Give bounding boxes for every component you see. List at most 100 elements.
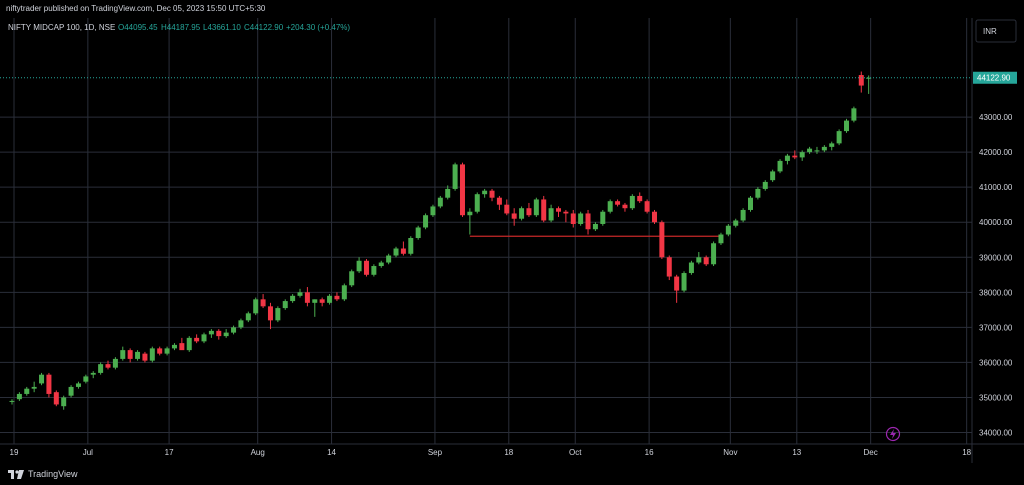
candle [844, 118, 850, 133]
tradingview-brand: TradingView [28, 469, 78, 479]
candle [851, 106, 857, 123]
currency-box-frame [975, 19, 1017, 43]
candle [748, 195, 753, 212]
candle [755, 187, 761, 200]
candle-body [821, 146, 827, 151]
candle-body [194, 337, 200, 342]
candle [858, 71, 864, 93]
candle-body [31, 386, 37, 389]
candle [430, 204, 436, 217]
candle-body [164, 348, 170, 354]
last-price-tag [973, 71, 1017, 84]
candle-body [260, 299, 266, 307]
candle-body [216, 330, 222, 337]
candle [666, 255, 672, 281]
candle [496, 195, 502, 210]
candle-body [489, 190, 495, 198]
candle-body [275, 308, 281, 321]
candle [260, 294, 266, 309]
candle-body [46, 374, 52, 394]
candle [408, 236, 414, 256]
candle-body [696, 257, 702, 263]
candle [814, 146, 820, 154]
x-tick-label: Nov [723, 448, 737, 457]
candle-body [526, 208, 532, 216]
candle-body [777, 160, 783, 172]
candle [526, 202, 532, 217]
candle [821, 145, 827, 153]
time-axis[interactable]: 19 Jul 17 Aug 14 Sep 18 Oct 16 Nov 13 Dec 18 [0, 443, 1024, 457]
publisher-caption: niftytrader published on TradingView.com… [6, 4, 266, 13]
x-tick-label: Oct [569, 448, 582, 457]
candle [644, 199, 650, 214]
candle-body [201, 334, 207, 342]
candle-body [437, 197, 443, 207]
candle [75, 381, 81, 389]
candle-body [784, 155, 790, 161]
candle-body [659, 222, 665, 258]
y-tick-label: 37000.00 [979, 323, 1013, 332]
candle-body [290, 295, 296, 302]
x-tick-label: 18 [962, 448, 971, 457]
candle [799, 150, 805, 161]
candle-body [400, 248, 406, 254]
candle-body [711, 243, 717, 265]
candle-body [267, 306, 273, 321]
candle [400, 241, 406, 256]
y-tick-label: 35000.00 [979, 393, 1013, 402]
candle-body [548, 208, 554, 221]
y-tick-label: 41000.00 [979, 183, 1013, 192]
candle-body [186, 337, 192, 351]
candle-body [68, 386, 74, 396]
candle-body [858, 75, 864, 86]
candle [194, 334, 200, 344]
x-tick-label: Dec [864, 448, 878, 457]
candle-body [319, 299, 325, 303]
candle-body [792, 155, 798, 158]
currency-box[interactable]: INR [975, 19, 1017, 43]
symbol-label: NIFTY MIDCAP 100, 1D, NSE [8, 23, 115, 32]
candle [16, 392, 22, 401]
candle-body [393, 248, 399, 256]
candle-body [238, 320, 244, 328]
candle-body [622, 204, 628, 209]
candle-body [829, 143, 835, 147]
candle-body [770, 171, 776, 181]
candle [489, 188, 495, 202]
candle [563, 209, 569, 223]
candle [674, 274, 680, 303]
candle-body [651, 211, 657, 223]
candle [836, 129, 842, 146]
chart-area[interactable]: 44122.90 34000.00 35000.00 36000.00 37000.0… [0, 18, 1024, 463]
y-tick-label: 38000.00 [979, 288, 1013, 297]
candle [216, 329, 222, 340]
candle [68, 385, 74, 398]
candle [437, 195, 443, 209]
candle-body [371, 266, 377, 275]
candle-body [149, 348, 155, 361]
candle-body [519, 208, 525, 219]
candle-body [53, 392, 59, 405]
x-tick-label: Sep [428, 448, 443, 457]
x-tick-label: 16 [645, 448, 654, 457]
candle-body [61, 397, 67, 407]
candlestick-chart[interactable]: 44122.90 34000.00 35000.00 36000.00 37000.0… [0, 18, 1024, 463]
replay-icon[interactable] [885, 426, 901, 442]
candle [792, 150, 798, 160]
candle [784, 153, 790, 165]
footer-bar: TradingView [0, 463, 1024, 485]
tradingview-logo[interactable]: TradingView [8, 469, 78, 479]
low-value: L43661.10 [203, 23, 241, 32]
candle-body [600, 211, 606, 224]
candle-body [762, 181, 768, 189]
price-axis[interactable]: 34000.00 35000.00 36000.00 37000.00 38000.00… [971, 18, 1013, 463]
candle-body [142, 353, 148, 361]
candle-body [570, 213, 576, 224]
x-tick-label: 19 [10, 448, 19, 457]
candle [275, 306, 281, 323]
close-value: C44122.90 [244, 23, 284, 32]
y-tick-label: 39000.00 [979, 253, 1013, 262]
candle [282, 299, 288, 310]
candle [53, 390, 59, 407]
candle-body [755, 188, 761, 198]
